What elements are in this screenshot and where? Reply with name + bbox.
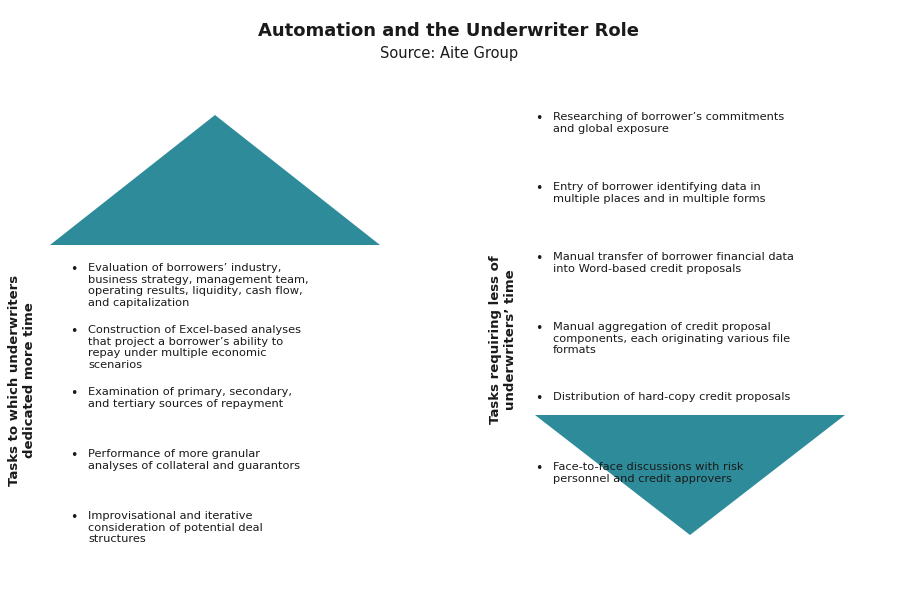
Polygon shape (50, 115, 380, 245)
Text: •: • (535, 182, 542, 195)
Text: Construction of Excel-based analyses
that project a borrower’s ability to
repay : Construction of Excel-based analyses tha… (88, 325, 301, 370)
Text: •: • (535, 322, 542, 335)
Text: Automation and the Underwriter Role: Automation and the Underwriter Role (259, 22, 639, 40)
Text: •: • (535, 252, 542, 265)
Polygon shape (535, 415, 845, 535)
Text: •: • (70, 325, 77, 338)
Text: Manual transfer of borrower financial data
into Word-based credit proposals: Manual transfer of borrower financial da… (553, 252, 794, 273)
Text: Improvisational and iterative
consideration of potential deal
structures: Improvisational and iterative considerat… (88, 511, 263, 544)
Text: Tasks requiring less of
underwriters’ time: Tasks requiring less of underwriters’ ti… (489, 256, 517, 424)
Text: Evaluation of borrowers’ industry,
business strategy, management team,
operating: Evaluation of borrowers’ industry, busin… (88, 263, 309, 308)
Text: •: • (535, 462, 542, 475)
Text: Researching of borrower’s commitments
and global exposure: Researching of borrower’s commitments an… (553, 112, 784, 133)
Text: •: • (535, 112, 542, 125)
Text: Entry of borrower identifying data in
multiple places and in multiple forms: Entry of borrower identifying data in mu… (553, 182, 765, 203)
Text: •: • (535, 392, 542, 405)
Text: Manual aggregation of credit proposal
components, each originating various file
: Manual aggregation of credit proposal co… (553, 322, 790, 355)
Text: Distribution of hard-copy credit proposals: Distribution of hard-copy credit proposa… (553, 392, 790, 402)
Text: Face-to-face discussions with risk
personnel and credit approvers: Face-to-face discussions with risk perso… (553, 462, 744, 484)
Text: Examination of primary, secondary,
and tertiary sources of repayment: Examination of primary, secondary, and t… (88, 387, 292, 409)
Text: •: • (70, 387, 77, 400)
Text: •: • (70, 263, 77, 276)
Text: •: • (70, 511, 77, 524)
Text: Source: Aite Group: Source: Aite Group (380, 46, 518, 61)
Text: Tasks to which underwriters
dedicated more time: Tasks to which underwriters dedicated mo… (8, 275, 36, 485)
Text: Performance of more granular
analyses of collateral and guarantors: Performance of more granular analyses of… (88, 449, 300, 471)
Text: •: • (70, 449, 77, 462)
